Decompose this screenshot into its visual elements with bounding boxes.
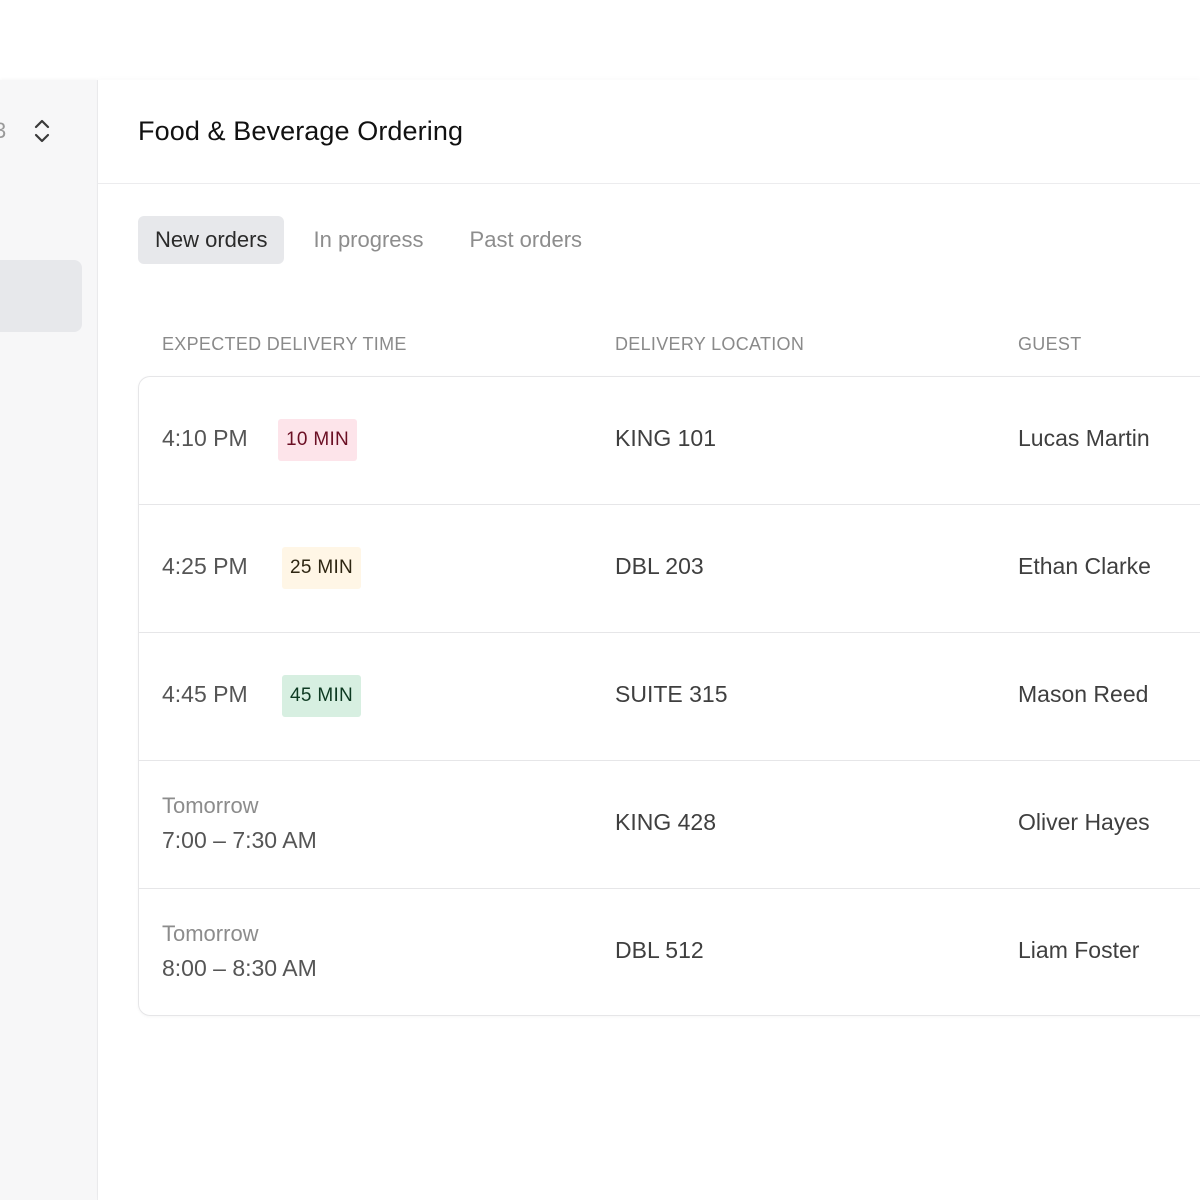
delivery-day: Tomorrow bbox=[162, 793, 259, 818]
orders-table: 4:10 PM 10 MIN KING 101 Lucas Martin 4:2… bbox=[138, 376, 1200, 1016]
delivery-location: SUITE 315 bbox=[615, 681, 728, 707]
table-row[interactable]: Tomorrow 7:00 – 7:30 AM KING 428 Oliver … bbox=[139, 761, 1200, 889]
delivery-day: Tomorrow bbox=[162, 921, 259, 946]
sidebar: 3 bbox=[0, 80, 98, 1200]
guest-name: Mason Reed bbox=[1018, 681, 1149, 707]
delivery-location: KING 101 bbox=[615, 425, 716, 451]
sidebar-item-active[interactable] bbox=[0, 260, 82, 332]
property-selector-value[interactable]: 3 bbox=[0, 118, 7, 143]
delivery-time-range: 8:00 – 8:30 AM bbox=[162, 955, 317, 981]
tab-in-progress[interactable]: In progress bbox=[313, 227, 424, 252]
guest-name: Oliver Hayes bbox=[1018, 809, 1150, 835]
delivery-location: KING 428 bbox=[615, 809, 716, 835]
time-remaining-badge: 25 MIN bbox=[282, 547, 362, 589]
main-panel: Food & Beverage Ordering New orders In p… bbox=[98, 80, 1200, 1200]
delivery-time: 4:10 PM bbox=[162, 425, 248, 451]
table-row[interactable]: 4:45 PM 45 MIN SUITE 315 Mason Reed bbox=[139, 633, 1200, 761]
time-remaining-badge: 10 MIN bbox=[278, 419, 358, 461]
column-header-time: EXPECTED DELIVERY TIME bbox=[162, 334, 407, 354]
column-header-guest: GUEST bbox=[1018, 334, 1082, 354]
chevron-up-down-icon[interactable] bbox=[32, 116, 52, 146]
column-header-location: DELIVERY LOCATION bbox=[615, 334, 805, 354]
page-title: Food & Beverage Ordering bbox=[138, 116, 464, 146]
delivery-time: 4:25 PM bbox=[162, 553, 248, 579]
delivery-time-range: 7:00 – 7:30 AM bbox=[162, 827, 317, 853]
tab-past-orders[interactable]: Past orders bbox=[469, 227, 583, 252]
delivery-location: DBL 203 bbox=[615, 553, 704, 579]
tab-new-orders[interactable]: New orders bbox=[138, 216, 285, 264]
guest-name: Lucas Martin bbox=[1018, 425, 1150, 451]
time-remaining-badge: 45 MIN bbox=[282, 675, 362, 717]
page-header: Food & Beverage Ordering bbox=[98, 80, 1200, 184]
order-tabs: New orders In progress Past orders bbox=[138, 216, 599, 264]
guest-name: Liam Foster bbox=[1018, 937, 1140, 963]
delivery-time: 4:45 PM bbox=[162, 681, 248, 707]
table-row[interactable]: 4:25 PM 25 MIN DBL 203 Ethan Clarke bbox=[139, 505, 1200, 633]
guest-name: Ethan Clarke bbox=[1018, 553, 1151, 579]
table-row[interactable]: Tomorrow 8:00 – 8:30 AM DBL 512 Liam Fos… bbox=[139, 889, 1200, 1015]
table-row[interactable]: 4:10 PM 10 MIN KING 101 Lucas Martin bbox=[139, 377, 1200, 505]
delivery-location: DBL 512 bbox=[615, 937, 704, 963]
